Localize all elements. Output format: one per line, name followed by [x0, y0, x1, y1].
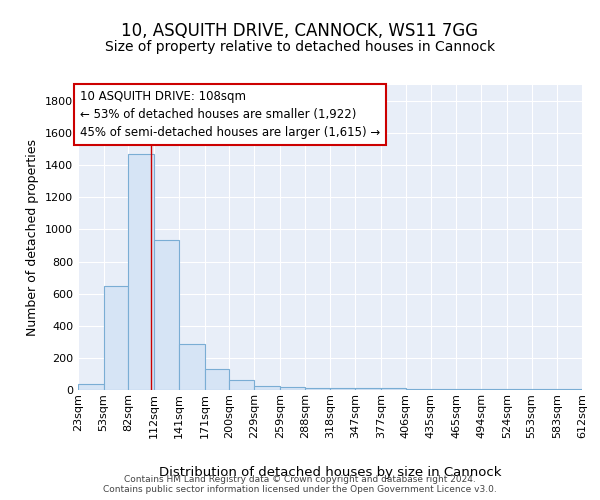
Bar: [456, 389, 481, 390]
Bar: [532, 389, 557, 390]
Bar: [431, 389, 456, 390]
Bar: [229, 380, 254, 390]
Bar: [254, 386, 280, 390]
Bar: [381, 388, 406, 390]
Text: 10, ASQUITH DRIVE, CANNOCK, WS11 7GG: 10, ASQUITH DRIVE, CANNOCK, WS11 7GG: [121, 22, 479, 40]
Bar: [280, 387, 305, 390]
Bar: [355, 388, 381, 390]
Bar: [305, 388, 331, 390]
Text: Distribution of detached houses by size in Cannock: Distribution of detached houses by size …: [159, 466, 501, 479]
Bar: [481, 389, 506, 390]
Bar: [205, 369, 229, 390]
Text: Contains HM Land Registry data © Crown copyright and database right 2024.
Contai: Contains HM Land Registry data © Crown c…: [103, 474, 497, 494]
Bar: [506, 389, 532, 390]
Bar: [179, 344, 205, 390]
Bar: [78, 384, 104, 390]
Bar: [128, 154, 154, 390]
Y-axis label: Number of detached properties: Number of detached properties: [26, 139, 40, 336]
Text: Size of property relative to detached houses in Cannock: Size of property relative to detached ho…: [105, 40, 495, 54]
Bar: [557, 389, 582, 390]
Bar: [154, 240, 179, 390]
Bar: [331, 388, 355, 390]
Bar: [104, 286, 128, 390]
Bar: [406, 389, 431, 390]
Text: 10 ASQUITH DRIVE: 108sqm
← 53% of detached houses are smaller (1,922)
45% of sem: 10 ASQUITH DRIVE: 108sqm ← 53% of detach…: [80, 90, 380, 139]
